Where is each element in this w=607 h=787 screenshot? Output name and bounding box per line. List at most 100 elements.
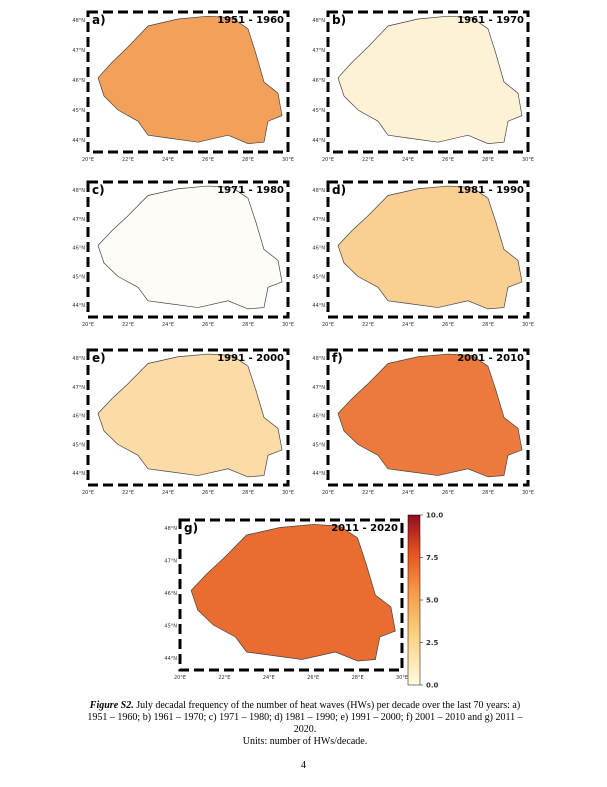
lon-tick-label: 22°E: [362, 322, 374, 328]
lat-tick-label: 45°N: [312, 108, 325, 114]
lon-tick-label: 22°E: [122, 157, 134, 163]
lat-tick-label: 47°N: [312, 385, 325, 391]
lon-tick-label: 20°E: [174, 675, 186, 681]
page-number: 4: [301, 760, 306, 771]
lat-tick-label: 48°N: [312, 188, 325, 194]
map-frame: [326, 348, 530, 487]
lat-tick-label: 45°N: [72, 442, 85, 448]
panel-label: e): [92, 351, 106, 365]
lat-tick-label: 46°N: [312, 414, 325, 420]
lat-tick-label: 46°N: [312, 246, 325, 252]
lat-tick-label: 46°N: [72, 78, 85, 84]
lon-tick-label: 30°E: [522, 490, 534, 496]
lat-tick-label: 45°N: [312, 274, 325, 280]
lat-tick-label: 48°N: [72, 18, 85, 24]
lon-tick-label: 24°E: [402, 322, 414, 328]
panel-label: b): [332, 13, 346, 27]
lat-tick-label: 48°N: [312, 356, 325, 362]
lon-tick-label: 26°E: [442, 322, 454, 328]
map-frame: [86, 348, 290, 487]
panel-period: 1981 - 1990: [457, 185, 524, 196]
lon-tick-label: 22°E: [218, 675, 230, 681]
lat-tick-label: 44°N: [312, 303, 325, 309]
lat-tick-label: 45°N: [312, 442, 325, 448]
lon-tick-label: 30°E: [282, 322, 294, 328]
lon-tick-label: 28°E: [482, 157, 494, 163]
country-map: [337, 353, 523, 478]
caption-text: July decadal frequency of the number of …: [87, 700, 523, 735]
lat-tick-label: 48°N: [312, 18, 325, 24]
lon-tick-label: 28°E: [242, 157, 254, 163]
lat-tick-label: 48°N: [72, 188, 85, 194]
panel-period: 1991 - 2000: [217, 353, 284, 364]
lon-tick-label: 28°E: [482, 322, 494, 328]
colorbar-tick-label: 2.5: [426, 639, 439, 647]
lat-tick-label: 44°N: [72, 138, 85, 144]
lon-tick-label: 22°E: [122, 490, 134, 496]
colorbar-tick-label: 10.0: [426, 512, 443, 520]
caption: Figure S2. July decadal frequency of the…: [80, 700, 530, 748]
figure-label: Figure S2.: [89, 700, 134, 711]
lon-tick-label: 28°E: [482, 490, 494, 496]
lat-tick-label: 47°N: [72, 48, 85, 54]
panel-label: g): [184, 521, 198, 535]
panel-period: 2001 - 2010: [457, 353, 524, 364]
panel-label: f): [332, 351, 343, 365]
lat-tick-label: 46°N: [164, 591, 177, 597]
lat-tick-label: 46°N: [312, 78, 325, 84]
lon-tick-label: 28°E: [242, 490, 254, 496]
colorbar: [407, 514, 421, 686]
lon-tick-label: 28°E: [242, 322, 254, 328]
lat-tick-label: 48°N: [164, 526, 177, 532]
panel-period: 1971 - 1980: [217, 185, 284, 196]
lon-tick-label: 22°E: [362, 490, 374, 496]
panel-label: d): [332, 183, 346, 197]
lat-tick-label: 48°N: [72, 356, 85, 362]
lon-tick-label: 24°E: [402, 490, 414, 496]
lon-tick-label: 22°E: [122, 322, 134, 328]
country-map: [97, 15, 283, 144]
lon-tick-label: 26°E: [202, 490, 214, 496]
lat-tick-label: 45°N: [72, 274, 85, 280]
lon-tick-label: 20°E: [82, 322, 94, 328]
panel-label: a): [92, 13, 106, 27]
country-map: [190, 524, 396, 662]
lon-tick-label: 20°E: [322, 490, 334, 496]
panel-period: 1951 - 1960: [217, 15, 284, 26]
map-frame: [326, 180, 530, 319]
lat-tick-label: 46°N: [72, 414, 85, 420]
lon-tick-label: 30°E: [522, 322, 534, 328]
lat-tick-label: 47°N: [312, 217, 325, 223]
lat-tick-label: 44°N: [72, 471, 85, 477]
lon-tick-label: 26°E: [307, 675, 319, 681]
lat-tick-label: 44°N: [72, 303, 85, 309]
colorbar-tick-label: 0.0: [426, 682, 439, 690]
lon-tick-label: 24°E: [162, 322, 174, 328]
lon-tick-label: 20°E: [322, 157, 334, 163]
lat-tick-label: 47°N: [312, 48, 325, 54]
lon-tick-label: 20°E: [322, 322, 334, 328]
map-frame: [86, 180, 290, 319]
lon-tick-label: 30°E: [282, 157, 294, 163]
lon-tick-label: 20°E: [82, 157, 94, 163]
lon-tick-label: 30°E: [522, 157, 534, 163]
map-frame: [86, 10, 290, 154]
colorbar-tick-label: 7.5: [426, 554, 439, 562]
lon-tick-label: 26°E: [442, 490, 454, 496]
panel-period: 1961 - 1970: [457, 15, 524, 26]
country-map: [97, 353, 283, 478]
lat-tick-label: 44°N: [312, 471, 325, 477]
map-frame: [326, 10, 530, 154]
panel-label: c): [92, 183, 105, 197]
lon-tick-label: 28°E: [352, 675, 364, 681]
lon-tick-label: 26°E: [442, 157, 454, 163]
lat-tick-label: 44°N: [312, 138, 325, 144]
lon-tick-label: 20°E: [82, 490, 94, 496]
lon-tick-label: 24°E: [402, 157, 414, 163]
lat-tick-label: 44°N: [164, 656, 177, 662]
lon-tick-label: 24°E: [263, 675, 275, 681]
lon-tick-label: 22°E: [362, 157, 374, 163]
lon-tick-label: 30°E: [396, 675, 408, 681]
panel-period: 2011 - 2020: [331, 523, 398, 534]
